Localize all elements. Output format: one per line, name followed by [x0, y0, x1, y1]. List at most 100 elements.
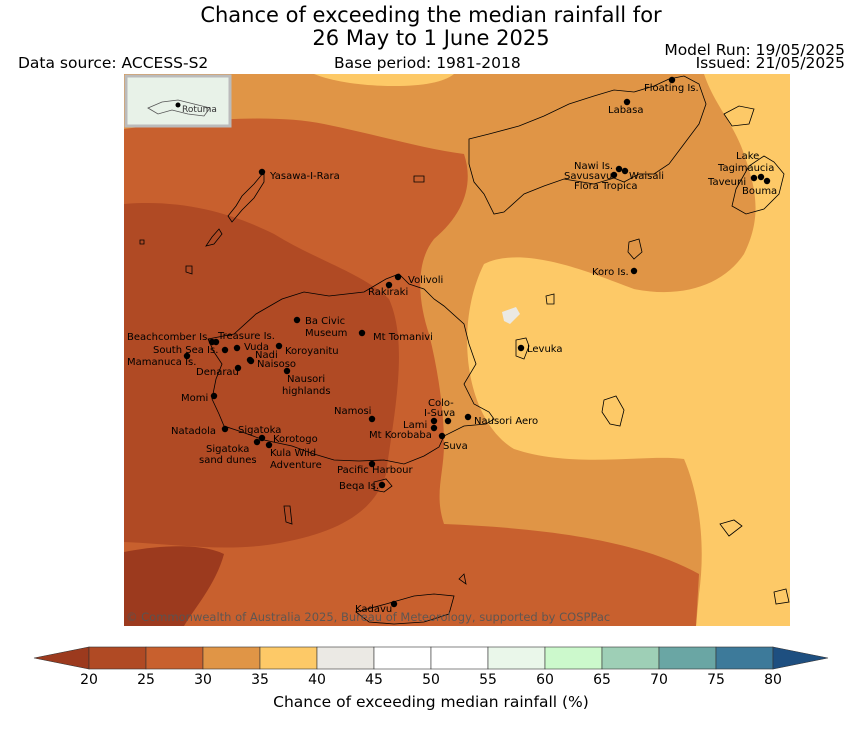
colorbar-tick-label: 80 [764, 672, 782, 688]
colorbar-tick-label: 25 [137, 672, 155, 688]
place-marker [368, 415, 376, 423]
place-label: Vuda [244, 342, 269, 353]
place-marker [253, 438, 261, 446]
colorbar-segment [259, 646, 318, 670]
zone-40-45-east [467, 74, 790, 626]
map-title-line1: Chance of exceeding the median rainfall … [200, 3, 662, 27]
colorbar-tick-label: 70 [650, 672, 668, 688]
place-marker [265, 441, 273, 449]
place-marker [621, 167, 629, 175]
colorbar-segment [715, 646, 774, 670]
place-marker [623, 98, 631, 106]
colorbar-tick-label: 30 [194, 672, 212, 688]
colorbar [33, 646, 829, 670]
place-marker [221, 425, 229, 433]
colorbar-title: Chance of exceeding median rainfall (%) [273, 693, 589, 711]
place-label: Colo- [428, 398, 454, 409]
place-label: I-Suva [424, 408, 455, 419]
place-label: Suva [443, 441, 468, 452]
place-marker [444, 417, 452, 425]
place-label: Namosi [334, 406, 371, 417]
place-label: Nausori [287, 374, 325, 385]
colorbar-tick-label: 65 [593, 672, 611, 688]
place-label: Lake [736, 151, 759, 162]
place-label: Mt Tomanivi [373, 332, 433, 343]
colorbar-segment [487, 646, 546, 670]
place-marker [283, 367, 291, 375]
place-label: Taveuni [707, 177, 746, 188]
place-marker [430, 417, 438, 425]
place-marker [358, 329, 366, 337]
colorbar-segment [145, 646, 204, 670]
place-label: Floating Is. [644, 83, 699, 94]
place-marker [438, 432, 446, 440]
place-marker [464, 413, 472, 421]
colorbar-tick-label: 40 [308, 672, 326, 688]
colorbar-tick-label: 75 [707, 672, 725, 688]
zone-20-25 [124, 546, 224, 626]
place-label: Naisoso [257, 359, 296, 370]
rotuma-inset [124, 74, 232, 128]
colorbar-segment [658, 646, 717, 670]
place-label: Rakiraki [368, 287, 408, 298]
place-marker [394, 273, 402, 281]
place-marker [233, 344, 241, 352]
place-label: Treasure Is. [217, 331, 275, 342]
place-marker [757, 173, 765, 181]
place-marker [258, 434, 266, 442]
place-label: Mamanuca Is. [127, 357, 196, 368]
place-marker [610, 171, 618, 179]
place-label: Sigatoka [206, 444, 249, 455]
colorbar-over-arrow [772, 646, 829, 670]
place-label: Korotogo [273, 434, 318, 445]
place-label: Savusavu [564, 171, 612, 182]
place-marker [763, 177, 771, 185]
coastlines [139, 75, 790, 625]
place-label: Lami [403, 420, 427, 431]
place-label: Nausori Aero [474, 416, 538, 427]
place-label: Mt Korobaba [369, 430, 432, 441]
colorbar-tick-label: 50 [422, 672, 440, 688]
base-period-label: Base period: 1981-2018 [334, 54, 521, 72]
data-source-label: Data source: ACCESS-S2 [18, 54, 209, 72]
colorbar-segment [316, 646, 375, 670]
copyright-notice: © Commonwealth of Australia 2025, Bureau… [126, 610, 610, 624]
place-label: Beqa Is. [339, 481, 379, 492]
place-marker [750, 174, 758, 182]
place-label: Ba Civic [305, 316, 345, 327]
colorbar-segment [373, 646, 432, 670]
place-marker [430, 424, 438, 432]
colorbar-tick-label: 35 [251, 672, 269, 688]
zone-40-45-north [314, 74, 454, 86]
place-label: Bouma [742, 186, 777, 197]
place-label: highlands [282, 386, 331, 397]
place-marker [378, 481, 386, 489]
place-label: Momi [181, 393, 208, 404]
place-marker [615, 165, 623, 173]
fiji-rainfall-map: Rotuma Floating Is.Labasa Yasawa-I-Rara Na… [124, 74, 790, 626]
colorbar-segment [544, 646, 603, 670]
model-run-label: Model Run: 19/05/2025 [664, 41, 845, 59]
place-marker [293, 316, 301, 324]
place-label: Flora Tropica [574, 181, 637, 192]
place-label: Koroyanitu [285, 346, 339, 357]
place-marker [385, 281, 393, 289]
place-marker [368, 460, 376, 468]
place-label: Beachcomber Is. [127, 332, 210, 343]
place-label: Koro Is. [592, 267, 629, 278]
place-marker [234, 364, 242, 372]
place-marker [221, 346, 229, 354]
map-title-line2: 26 May to 1 June 2025 [312, 26, 550, 50]
place-label: Kadavu [355, 604, 392, 615]
place-marker [390, 600, 398, 608]
place-marker [668, 76, 676, 84]
place-marker [210, 392, 218, 400]
colorbar-tick-label: 55 [479, 672, 497, 688]
place-marker [275, 342, 283, 350]
place-label: Labasa [608, 105, 644, 116]
place-marker [517, 344, 525, 352]
zone-25-30 [124, 203, 399, 548]
place-label: Pacific Harbour [337, 465, 414, 476]
place-label: Adventure [270, 460, 322, 471]
place-label: sand dunes [199, 455, 257, 466]
